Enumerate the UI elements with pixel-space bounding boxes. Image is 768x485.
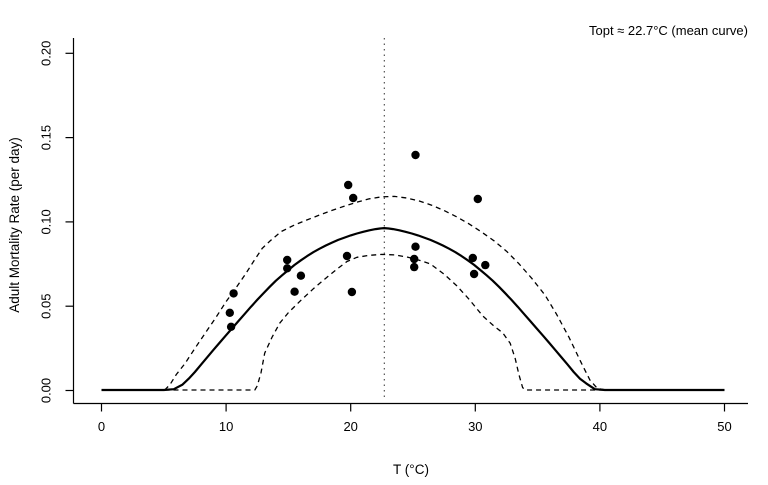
data-point — [411, 242, 420, 251]
x-tick-label: 50 — [717, 419, 731, 434]
data-point — [226, 322, 236, 331]
lower-confidence-band — [101, 253, 725, 391]
data-point — [342, 251, 352, 261]
y-tick-label: 0.00 — [39, 378, 54, 403]
mean-curve — [101, 227, 725, 392]
data-point — [229, 289, 238, 298]
topt-annotation: Topt ≈ 22.7°C (mean curve) — [589, 23, 748, 38]
upper-confidence-band — [101, 195, 725, 391]
y-tick-label: 0.10 — [39, 209, 54, 234]
data-point — [473, 194, 482, 204]
data-point — [410, 254, 419, 264]
y-axis: 0.00 0.05 0.10 0.15 0.20 — [39, 38, 75, 404]
data-point — [349, 193, 358, 203]
data-point — [283, 264, 292, 273]
data-point — [469, 269, 479, 279]
data-point — [468, 253, 477, 263]
data-point — [481, 260, 490, 270]
y-tick-label: 0.20 — [39, 41, 54, 66]
data-point — [283, 255, 292, 265]
data-point — [410, 262, 419, 272]
y-tick-label: 0.05 — [39, 294, 54, 319]
y-tick-label: 0.15 — [39, 125, 54, 150]
data-point — [296, 271, 306, 280]
data-point — [344, 180, 353, 190]
x-tick-label: 10 — [219, 419, 233, 434]
x-tick-label: 0 — [98, 419, 105, 434]
data-point — [347, 287, 357, 297]
y-axis-title: Adult Mortality Rate (per day) — [7, 137, 22, 313]
x-axis: 0 10 20 30 40 50 — [73, 402, 748, 434]
x-tick-label: 30 — [468, 419, 482, 434]
data-point — [290, 287, 299, 296]
data-point — [411, 150, 420, 160]
data-point — [225, 308, 234, 317]
x-tick-label: 20 — [343, 419, 357, 434]
fitted-curves — [101, 195, 725, 392]
x-axis-title: T (°C) — [393, 462, 429, 477]
x-tick-label: 40 — [593, 419, 607, 434]
scatter-points — [225, 150, 490, 331]
